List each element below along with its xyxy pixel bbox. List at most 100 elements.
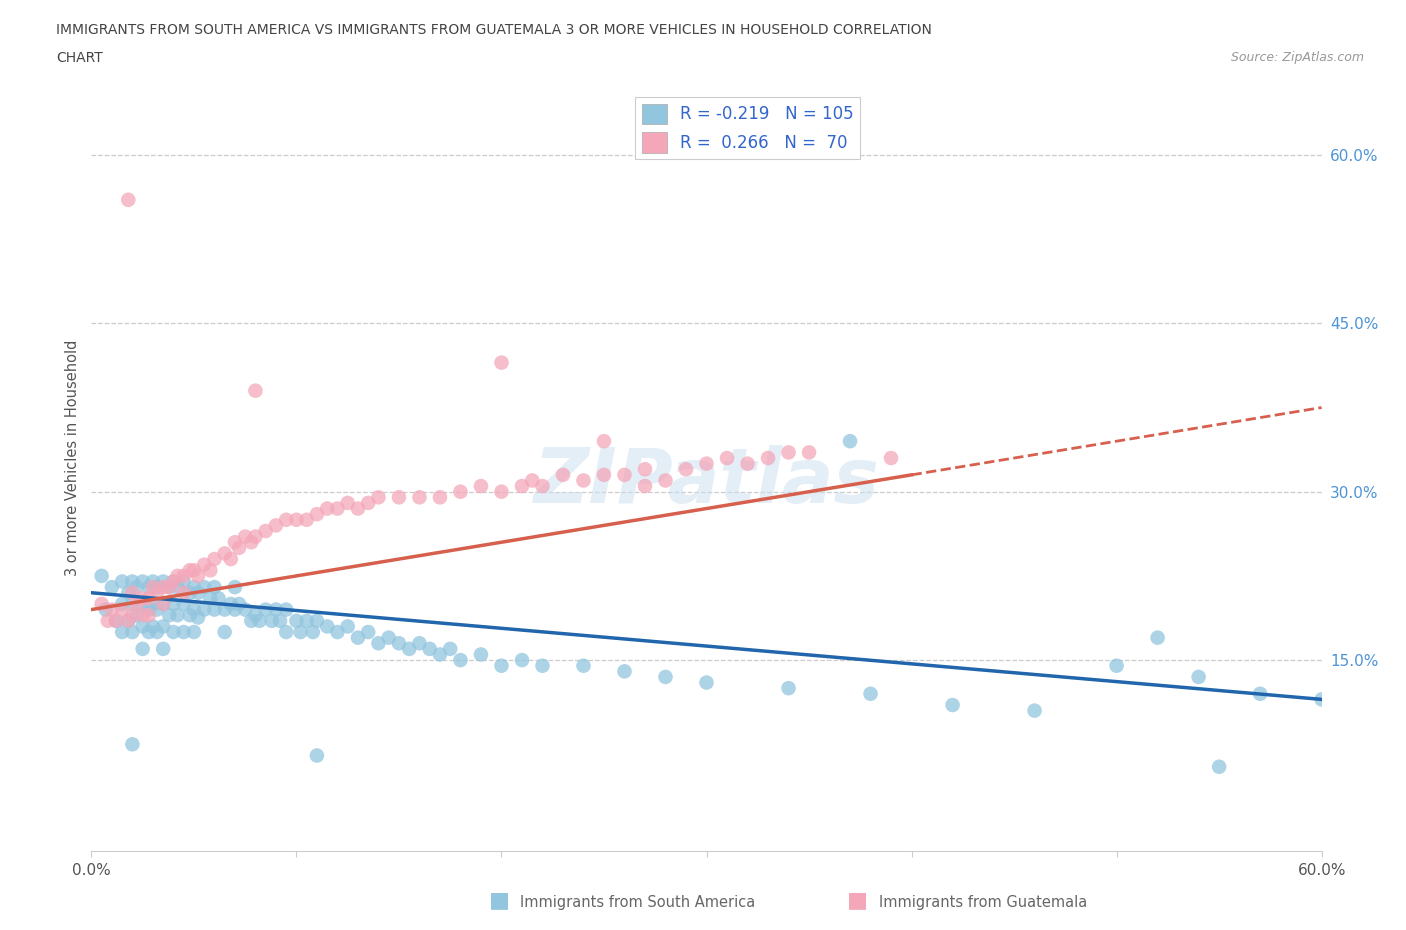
Point bbox=[316, 619, 339, 634]
Point bbox=[214, 546, 236, 561]
Point bbox=[138, 602, 160, 617]
Text: ■: ■ bbox=[848, 890, 868, 910]
Point bbox=[183, 563, 205, 578]
Point bbox=[305, 748, 328, 763]
Point bbox=[138, 579, 160, 594]
Point bbox=[326, 501, 349, 516]
Point bbox=[429, 490, 451, 505]
Point bbox=[613, 664, 636, 679]
Point bbox=[125, 596, 148, 611]
Point bbox=[290, 625, 312, 640]
Point bbox=[131, 596, 153, 611]
Point bbox=[367, 490, 389, 505]
Point bbox=[138, 591, 160, 605]
Point bbox=[131, 619, 153, 634]
Text: Source: ZipAtlas.com: Source: ZipAtlas.com bbox=[1230, 51, 1364, 64]
Point bbox=[388, 636, 411, 651]
Point bbox=[152, 619, 174, 634]
Point bbox=[398, 642, 420, 657]
Point bbox=[152, 574, 174, 589]
Point bbox=[111, 602, 134, 617]
Point bbox=[240, 535, 263, 550]
Point bbox=[152, 596, 174, 611]
Y-axis label: 3 or more Vehicles in Household: 3 or more Vehicles in Household bbox=[65, 339, 80, 577]
Point bbox=[121, 574, 143, 589]
Point bbox=[125, 608, 148, 623]
Point bbox=[90, 596, 112, 611]
Point bbox=[357, 496, 380, 511]
Point bbox=[142, 596, 165, 611]
Point bbox=[245, 529, 267, 544]
Point bbox=[138, 625, 160, 640]
Point bbox=[276, 602, 298, 617]
Point bbox=[305, 507, 328, 522]
Point bbox=[675, 462, 697, 477]
Point bbox=[214, 602, 236, 617]
Text: ■: ■ bbox=[489, 890, 509, 910]
Point bbox=[219, 596, 242, 611]
Point bbox=[1208, 759, 1230, 774]
Point bbox=[187, 585, 209, 600]
Point bbox=[90, 568, 112, 583]
Point bbox=[228, 596, 250, 611]
Point bbox=[152, 596, 174, 611]
Point bbox=[214, 625, 236, 640]
Point bbox=[173, 574, 195, 589]
Point bbox=[1310, 692, 1333, 707]
Point bbox=[797, 445, 820, 459]
Point bbox=[193, 579, 215, 594]
Text: ZIPatlas: ZIPatlas bbox=[533, 445, 880, 519]
Point bbox=[634, 462, 657, 477]
Point bbox=[202, 551, 225, 566]
Point bbox=[859, 686, 882, 701]
Point bbox=[737, 457, 759, 472]
Point bbox=[295, 512, 318, 527]
Point bbox=[305, 614, 328, 629]
Point bbox=[295, 614, 318, 629]
Point bbox=[183, 579, 205, 594]
Point bbox=[367, 636, 389, 651]
Point bbox=[572, 473, 595, 488]
Point bbox=[551, 468, 574, 483]
Point bbox=[408, 490, 430, 505]
Point bbox=[377, 631, 399, 645]
Point bbox=[491, 658, 513, 673]
Point bbox=[162, 625, 184, 640]
Point bbox=[254, 602, 277, 617]
Point bbox=[522, 473, 544, 488]
Point bbox=[179, 608, 201, 623]
Point bbox=[245, 608, 267, 623]
Point bbox=[173, 585, 195, 600]
Point bbox=[200, 591, 222, 605]
Point bbox=[193, 557, 215, 572]
Point bbox=[121, 596, 143, 611]
Point bbox=[146, 602, 169, 617]
Point bbox=[207, 591, 229, 605]
Point bbox=[439, 642, 461, 657]
Point bbox=[254, 524, 277, 538]
Point bbox=[347, 501, 370, 516]
Point bbox=[388, 490, 411, 505]
Point bbox=[880, 451, 903, 466]
Legend: R = -0.219   N = 105, R =  0.266   N =  70: R = -0.219 N = 105, R = 0.266 N = 70 bbox=[636, 97, 860, 159]
Point bbox=[301, 625, 323, 640]
Point bbox=[219, 551, 242, 566]
Text: IMMIGRANTS FROM SOUTH AMERICA VS IMMIGRANTS FROM GUATEMALA 3 OR MORE VEHICLES IN: IMMIGRANTS FROM SOUTH AMERICA VS IMMIGRA… bbox=[56, 23, 932, 37]
Point bbox=[157, 608, 180, 623]
Point bbox=[1105, 658, 1128, 673]
Point bbox=[233, 602, 256, 617]
Point bbox=[347, 631, 370, 645]
Point bbox=[491, 355, 513, 370]
Text: Immigrants from South America: Immigrants from South America bbox=[520, 895, 755, 910]
Point bbox=[131, 642, 153, 657]
Point bbox=[187, 568, 209, 583]
Point bbox=[111, 625, 134, 640]
Point bbox=[179, 585, 201, 600]
Point bbox=[121, 625, 143, 640]
Point bbox=[716, 451, 738, 466]
Point bbox=[166, 568, 188, 583]
Point bbox=[613, 468, 636, 483]
Point bbox=[202, 579, 225, 594]
Point bbox=[101, 579, 124, 594]
Point bbox=[839, 433, 862, 448]
